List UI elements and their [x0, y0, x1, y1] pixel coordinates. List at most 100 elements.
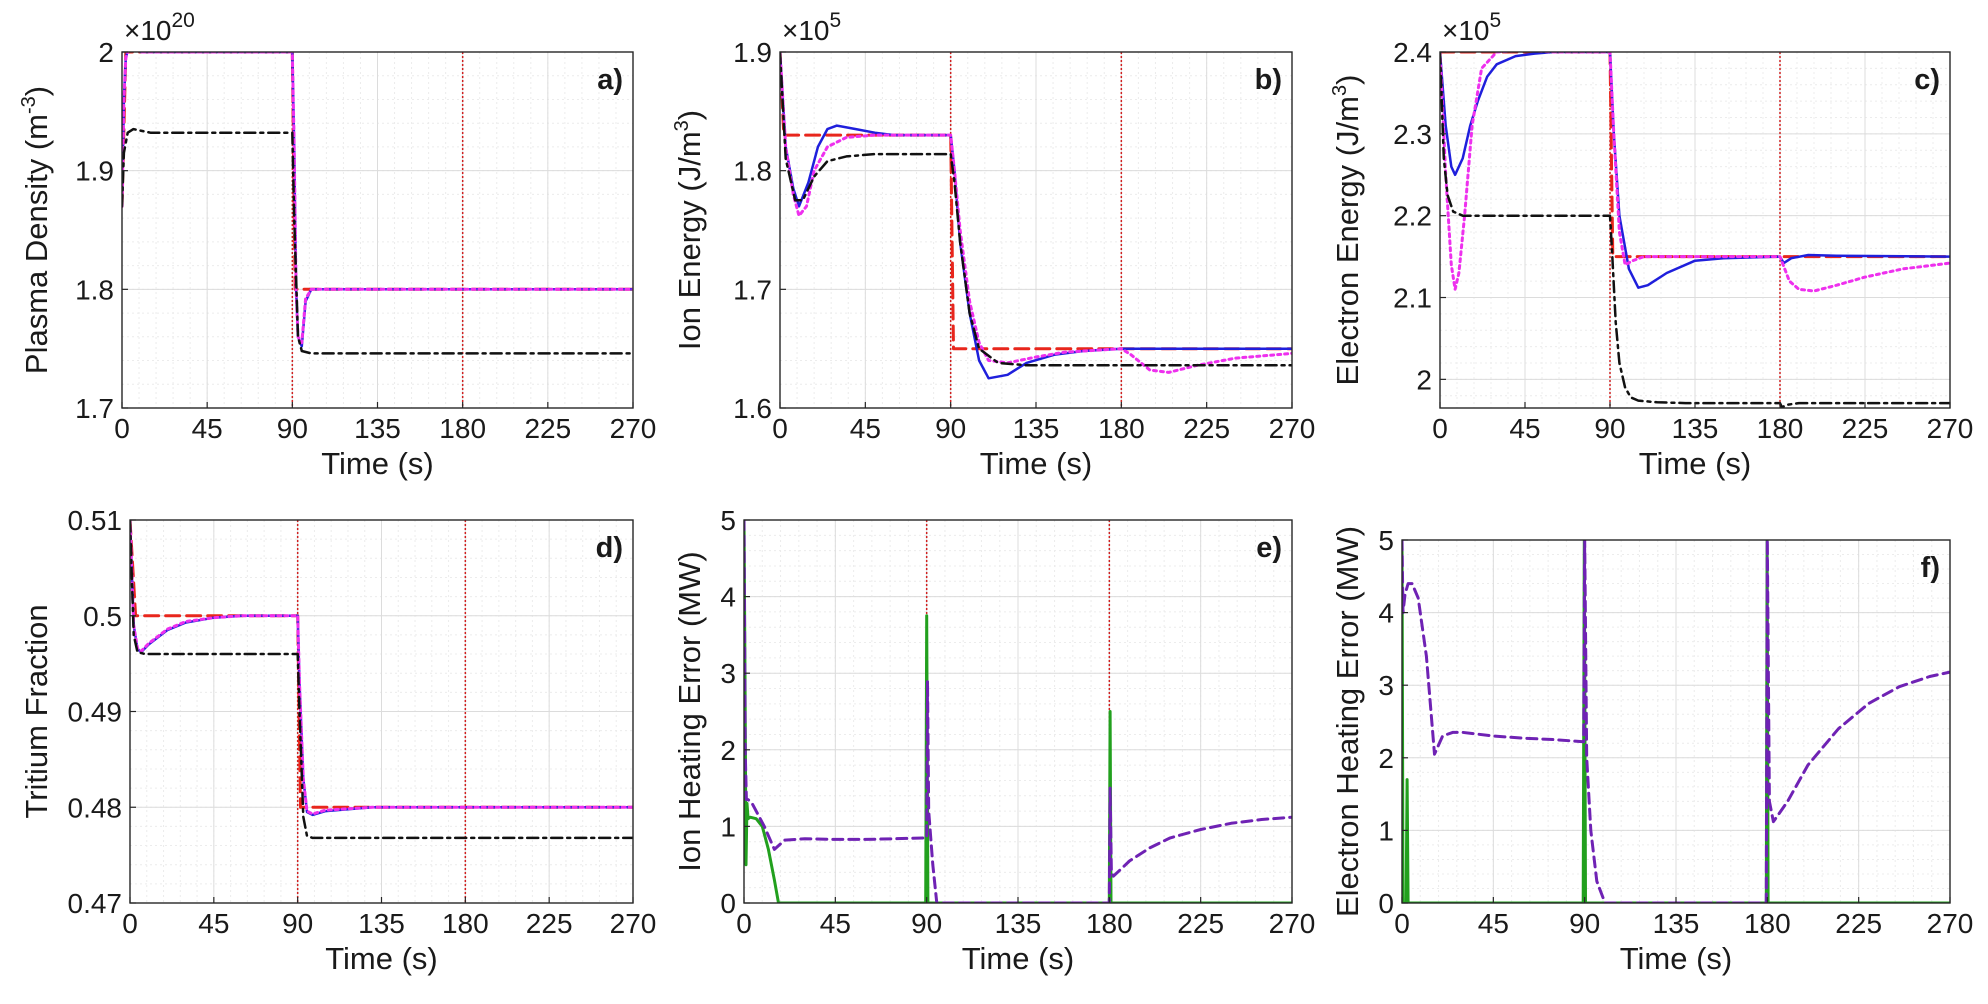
y-axis-label-superscript: 3 [671, 120, 693, 131]
y-tick-label: 1.8 [75, 274, 114, 305]
x-tick-label: 135 [1672, 413, 1719, 444]
x-tick-label: 135 [354, 413, 401, 444]
x-tick-label: 0 [1432, 413, 1448, 444]
y-axis-label-superscript: -3 [18, 96, 40, 114]
exponent-power: 5 [1490, 9, 1502, 32]
axis-exponent-label: ×105 [1442, 9, 1501, 46]
x-axis-label: Time (s) [321, 446, 434, 481]
y-axis-label: Plasma Density (m-3) [18, 86, 54, 374]
y-axis-label-text: Electron Heating Error (MW) [1330, 526, 1365, 917]
y-tick-label: 1.9 [75, 156, 114, 187]
panel-label: f) [1921, 552, 1940, 584]
y-axis-label-text: Ion Energy (J/m [672, 131, 707, 350]
x-tick-label: 45 [820, 908, 851, 939]
series-line-reference [1440, 52, 1950, 259]
panel-b: 0 45 90 135 180 225 270 1.6 1.7 1.8 1.9 Time (s) Ion… [671, 9, 1315, 481]
exponent-power: 20 [172, 9, 195, 32]
x-tick-label: 180 [1757, 413, 1804, 444]
series-line-controller_magenta [130, 520, 633, 816]
exponent-power: 5 [830, 9, 842, 32]
series-line-purple [744, 520, 1292, 903]
y-axis-label-text: Plasma Density (m [19, 114, 54, 374]
panel-label: c) [1914, 64, 1940, 96]
series-line-controller_magenta [1440, 52, 1950, 293]
panel-label: a) [597, 64, 623, 96]
y-tick-label: 0.48 [68, 792, 123, 823]
y-tick-label: 2.4 [1393, 37, 1432, 68]
series-line-purple [1402, 540, 1950, 903]
x-tick-label: 90 [1594, 413, 1625, 444]
series-line-controller_magenta [122, 52, 633, 345]
y-axis-label-text: Ion Heating Error (MW) [672, 551, 707, 871]
series-line-black_dashdot [780, 52, 1292, 367]
y-tick-label: 4 [720, 582, 736, 613]
x-tick-label: 0 [114, 413, 130, 444]
y-tick-label: 1.7 [75, 393, 114, 424]
y-tick-label: 2 [720, 735, 736, 766]
y-tick-label: 2 [1378, 743, 1394, 774]
x-tick-label: 270 [610, 908, 657, 939]
x-tick-label: 45 [198, 908, 229, 939]
y-tick-label: 5 [720, 505, 736, 536]
x-axis-label: Time (s) [962, 941, 1075, 976]
y-tick-label: 5 [1378, 525, 1394, 556]
x-tick-label: 270 [1927, 908, 1974, 939]
x-tick-label: 90 [282, 908, 313, 939]
x-tick-label: 135 [1653, 908, 1700, 939]
y-tick-label: 1.9 [733, 37, 772, 68]
x-tick-label: 90 [935, 413, 966, 444]
x-tick-label: 90 [277, 413, 308, 444]
x-tick-label: 45 [1478, 908, 1509, 939]
y-axis-label-text: ) [19, 86, 54, 96]
x-tick-label: 135 [358, 908, 405, 939]
y-axis-label: Ion Heating Error (MW) [672, 551, 707, 871]
x-tick-label: 270 [1269, 908, 1316, 939]
y-tick-label: 1.6 [733, 393, 772, 424]
x-tick-label: 135 [995, 908, 1042, 939]
series-group [1402, 540, 1950, 903]
x-tick-label: 180 [439, 413, 486, 444]
x-tick-label: 270 [1269, 413, 1316, 444]
x-tick-label: 180 [1098, 413, 1145, 444]
y-tick-label: 1 [1378, 815, 1394, 846]
x-tick-label: 270 [610, 413, 657, 444]
series-line-controller_magenta [780, 52, 1292, 374]
y-axis-label-text: Tritium Fraction [19, 604, 54, 818]
y-tick-label: 2 [98, 37, 114, 68]
y-axis-label-text: ) [1330, 75, 1365, 85]
series-group [122, 52, 633, 355]
x-tick-label: 225 [1177, 908, 1224, 939]
y-tick-label: 0 [720, 888, 736, 919]
panel-label: b) [1255, 64, 1282, 96]
x-tick-label: 45 [1509, 413, 1540, 444]
y-axis-label-superscript: 3 [1329, 85, 1351, 96]
y-tick-label: 0 [1378, 888, 1394, 919]
x-axis-label: Time (s) [325, 941, 438, 976]
x-tick-label: 45 [850, 413, 881, 444]
x-axis-label: Time (s) [1620, 941, 1733, 976]
series-line-black_dashdot [1440, 52, 1950, 408]
x-tick-label: 225 [1835, 908, 1882, 939]
y-tick-label: 0.5 [83, 601, 122, 632]
x-axis-label: Time (s) [980, 446, 1093, 481]
y-axis-label-text: Electron Energy (J/m [1330, 96, 1365, 385]
y-tick-label: 2.2 [1393, 201, 1432, 232]
x-tick-label: 225 [526, 908, 573, 939]
panel-label: e) [1256, 532, 1282, 564]
x-tick-label: 45 [192, 413, 223, 444]
exponent-base: ×10 [1442, 15, 1490, 46]
y-tick-label: 3 [1378, 670, 1394, 701]
series-group [1440, 52, 1950, 408]
series-group [780, 52, 1292, 380]
panel-a: 0 45 90 135 180 225 270 1.7 1.8 1.9 2 Time (s) Plasm… [18, 9, 656, 481]
y-tick-label: 0.51 [68, 505, 123, 536]
panel-label: d) [596, 532, 623, 564]
x-tick-label: 0 [736, 908, 752, 939]
y-tick-label: 2 [1416, 364, 1432, 395]
x-tick-label: 180 [1744, 908, 1791, 939]
x-tick-label: 180 [442, 908, 489, 939]
y-tick-label: 3 [720, 658, 736, 689]
series-line-green [744, 520, 1292, 903]
y-tick-label: 1 [720, 811, 736, 842]
